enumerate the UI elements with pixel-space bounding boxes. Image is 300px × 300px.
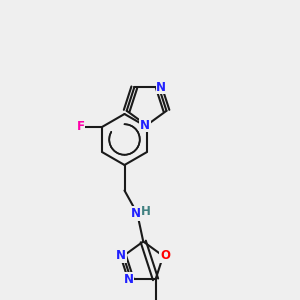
Text: N: N: [116, 250, 126, 262]
Text: N: N: [156, 81, 166, 94]
Text: N: N: [131, 207, 141, 220]
Text: H: H: [141, 206, 151, 218]
Text: F: F: [77, 120, 85, 133]
Text: O: O: [160, 250, 170, 262]
Text: N: N: [124, 273, 134, 286]
Text: N: N: [140, 119, 150, 132]
